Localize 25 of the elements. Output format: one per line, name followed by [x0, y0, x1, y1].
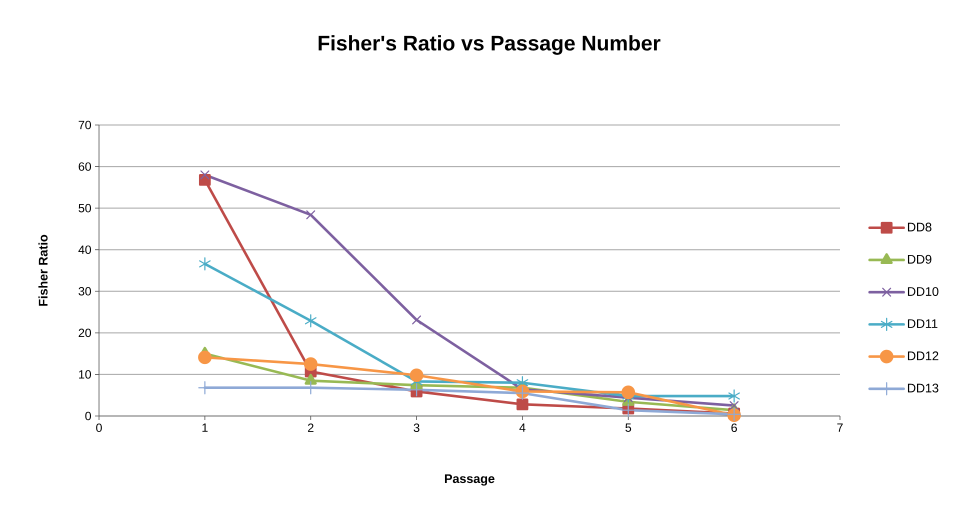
x-axis-title: Passage	[444, 474, 494, 486]
y-tick-label: 30	[78, 287, 92, 296]
legend-label: DD10	[908, 287, 938, 296]
y-tick-label: 70	[78, 120, 92, 130]
y-tick-label: 40	[78, 245, 92, 254]
y-tick-label: 20	[78, 328, 92, 338]
y-tick-label: 60	[78, 162, 92, 171]
y-tick-label: 10	[79, 370, 92, 379]
legend-label: DD11	[908, 319, 938, 328]
x-tick-label: 2	[308, 424, 314, 432]
x-tick-label: 1	[202, 424, 208, 432]
x-tick-label: 5	[625, 424, 632, 432]
y-axis-title: Fisher Ratio	[38, 234, 48, 306]
x-tick-label: 7	[837, 424, 843, 432]
legend-label: DD12	[908, 351, 938, 360]
chart-title: Fisher's Ratio vs Passage Number	[318, 35, 660, 55]
y-tick-label: 50	[78, 204, 92, 212]
x-tick-label: 3	[414, 424, 420, 432]
legend-label: DD13	[908, 384, 938, 393]
legend-label: DD9	[908, 254, 932, 264]
x-tick-label: 6	[731, 424, 737, 432]
x-tick-label: 4	[519, 424, 526, 432]
x-tick-label: 0	[96, 424, 102, 432]
legend-label: DD8	[908, 222, 932, 232]
y-tick-label: 0	[85, 412, 92, 420]
